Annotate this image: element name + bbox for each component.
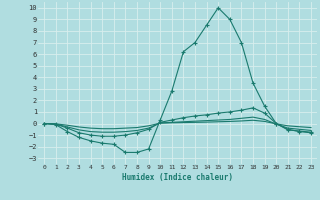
X-axis label: Humidex (Indice chaleur): Humidex (Indice chaleur) [122,173,233,182]
